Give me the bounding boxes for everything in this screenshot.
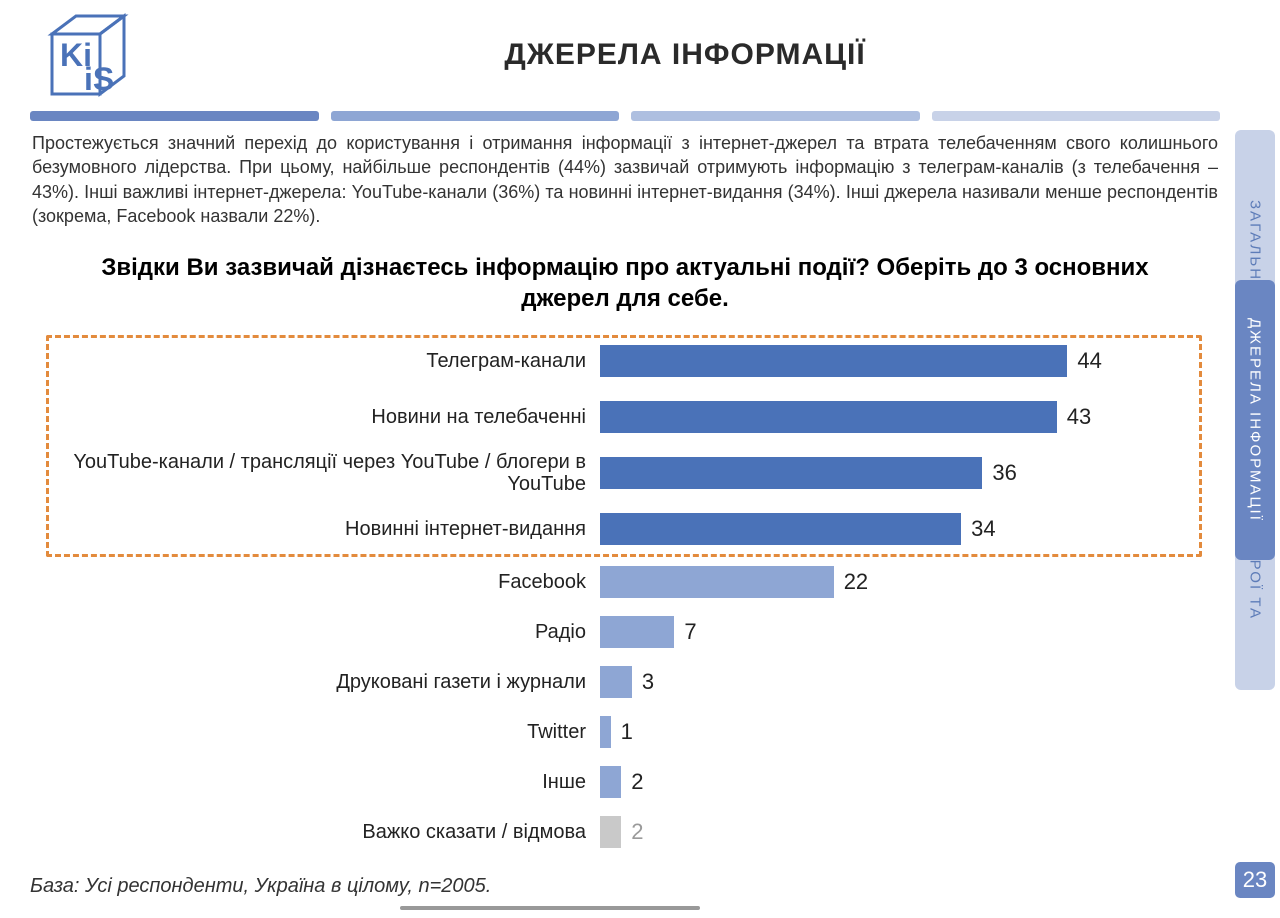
chart-bar-wrap: 22 [600,566,1210,598]
chart-row-label: Facebook [40,571,600,593]
chart-bar-wrap: 7 [600,616,1210,648]
page-number: 23 [1235,862,1275,898]
chart-bar [600,401,1057,433]
chart-row: Facebook 22 [40,557,1210,607]
chart-row: Twitter 1 [40,707,1210,757]
chart-bar [600,566,834,598]
chart-row-label: Важко сказати / відмова [40,821,600,843]
chart-row: Інше 2 [40,757,1210,807]
side-label-section: ДЖЕРЕЛА ІНФОРМАЦІЇ [1235,280,1275,560]
sep-seg-1 [30,111,319,121]
chart-bar [600,513,961,545]
bottom-scrollbar-decor [400,906,700,910]
chart-bar-wrap: 2 [600,766,1210,798]
header: Ki iS ДЖЕРЕЛА ІНФОРМАЦІЇ [30,0,1220,103]
sep-seg-3 [631,111,920,121]
chart-row-label: Інше [40,771,600,793]
chart-bar-wrap: 44 [600,345,1210,377]
chart-bar-wrap: 43 [600,401,1210,433]
kiis-logo: Ki iS [30,8,150,103]
sep-seg-2 [331,111,620,121]
chart-row: Важко сказати / відмова 2 [40,807,1210,857]
side-column: ЗАГАЛЬНІ СУСПІЛЬНО-ПОЛІТИЧНІ НАСТРОЇ ТА … [1230,0,1280,918]
chart-value: 22 [844,569,868,595]
footnote: База: Усі респонденти, Україна в цілому,… [30,875,491,898]
sep-seg-4 [932,111,1221,121]
slide-content: Ki iS ДЖЕРЕЛА ІНФОРМАЦІЇ Простежується з… [30,0,1220,918]
chart-value: 3 [642,669,654,695]
chart-bar [600,766,621,798]
chart-value: 44 [1077,348,1101,374]
chart-bar [600,716,611,748]
separator-bar [30,111,1220,121]
page-title: ДЖЕРЕЛА ІНФОРМАЦІЇ [150,8,1220,72]
chart-bar [600,345,1067,377]
chart-bar-wrap: 2 [600,816,1210,848]
chart-row-label: Новини на телебаченні [40,406,600,428]
chart-bar-wrap: 34 [600,513,1210,545]
chart-bar [600,666,632,698]
chart-bar-wrap: 1 [600,716,1210,748]
chart-row: Новинні інтернет-видання 34 [40,501,1210,557]
chart-row: YouTube-канали / трансляції через YouTub… [40,445,1210,501]
chart-value: 1 [621,719,633,745]
bar-chart: Телеграм-канали 44 Новини на телебаченні 43… [40,333,1210,857]
chart-row: Радіо 7 [40,607,1210,657]
chart-value: 2 [631,769,643,795]
chart-value: 36 [992,460,1016,486]
chart-value: 2 [631,819,643,845]
chart-row-label: Друковані газети і журнали [40,671,600,693]
chart-row: Друковані газети і журнали 3 [40,657,1210,707]
chart-bar [600,616,674,648]
chart-value: 7 [684,619,696,645]
chart-title: Звідки Ви зазвичай дізнаєтесь інформацію… [60,252,1190,314]
chart-row-label: Радіо [40,621,600,643]
logo-text-bot: iS [84,61,114,97]
chart-bar [600,816,621,848]
chart-row-label: Twitter [40,721,600,743]
chart-bar [600,457,982,489]
chart-value: 34 [971,516,995,542]
chart-row-label: Новинні інтернет-видання [40,518,600,540]
chart-row: Телеграм-канали 44 [40,333,1210,389]
chart-row-label: Телеграм-канали [40,350,600,372]
chart-row: Новини на телебаченні 43 [40,389,1210,445]
chart-row-label: YouTube-канали / трансляції через YouTub… [40,451,600,495]
chart-bar-wrap: 3 [600,666,1210,698]
chart-value: 43 [1067,404,1091,430]
intro-paragraph: Простежується значний перехід до користу… [30,127,1220,228]
chart-bar-wrap: 36 [600,457,1210,489]
